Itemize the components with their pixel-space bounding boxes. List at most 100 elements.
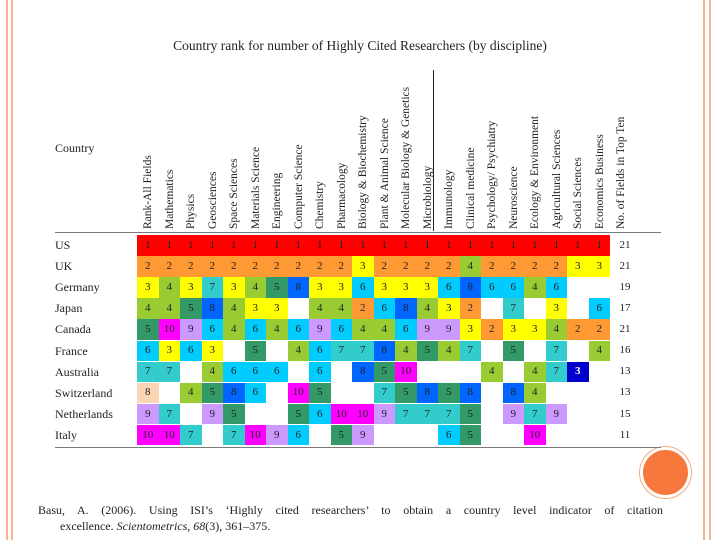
rank-cell: [481, 404, 503, 425]
rank-cell: 1: [502, 235, 524, 256]
rank-cell: 8: [395, 298, 417, 319]
rank-cell: [567, 341, 589, 362]
rank-cell: 3: [201, 340, 223, 362]
rank-cell: 9: [373, 403, 395, 425]
rank-cell: 5: [223, 403, 245, 425]
rank-cell: 3: [373, 277, 395, 298]
rank-cell: [589, 277, 611, 298]
rank-cell: 6: [266, 361, 288, 383]
rank-cell: 1: [524, 235, 546, 256]
rank-cell: 4: [395, 340, 417, 362]
rank-cell: 6: [481, 277, 503, 298]
rank-cell: 1: [137, 235, 159, 256]
rank-cell: 5: [395, 382, 417, 404]
rank-cell: [331, 362, 353, 383]
country-label: Switzerland: [55, 385, 113, 400]
rank-cell: 4: [287, 340, 309, 362]
right-border-stripe: [703, 0, 705, 540]
rank-cell: 2: [309, 256, 331, 277]
country-label: Australia: [55, 364, 99, 379]
rank-cell: 1: [180, 235, 202, 256]
citation-prefix: excellence.: [60, 519, 117, 533]
header-divider: [433, 70, 434, 231]
rank-cell: [288, 298, 310, 319]
rank-cell: 8: [373, 340, 395, 362]
rank-cell: 6: [309, 340, 331, 362]
rank-cell: 2: [201, 256, 223, 277]
rank-cell: [266, 341, 288, 362]
rank-cell: 3: [352, 256, 374, 277]
rank-cell: 2: [524, 256, 546, 277]
rank-cell: [180, 362, 202, 383]
rank-cell: 7: [158, 403, 180, 425]
field-count-cell: 16: [619, 344, 631, 357]
rank-cell: 7: [524, 403, 546, 425]
field-count-cell: 21: [619, 323, 631, 336]
field-count-cell: 13: [619, 365, 631, 378]
rank-cell: 3: [309, 277, 331, 298]
rank-cell: [245, 404, 267, 425]
rank-cell: 1: [201, 235, 223, 256]
rank-cell: 6: [502, 277, 524, 298]
rank-cell: 6: [287, 319, 309, 340]
rank-cell: 4: [330, 298, 352, 319]
rank-cell: 3: [502, 319, 524, 340]
country-label: France: [55, 343, 88, 358]
rank-cell: 4: [309, 298, 331, 319]
rank-cell: 3: [438, 298, 460, 319]
country-label: US: [55, 238, 71, 252]
rank-cell: [331, 383, 353, 404]
rank-cell: 9: [438, 319, 460, 340]
table-rule: [55, 232, 661, 233]
rank-cell: 7: [180, 424, 202, 446]
rank-cell: 9: [545, 403, 567, 425]
field-count-cell: 15: [619, 407, 631, 420]
rank-cell: 2: [502, 256, 524, 277]
field-count-cell: 21: [619, 259, 631, 272]
rank-cell: 4: [524, 277, 546, 298]
rank-cell: [567, 404, 589, 425]
rank-cell: 6: [438, 277, 460, 298]
rank-cell: 1: [588, 235, 610, 256]
rank-cell: 7: [545, 340, 567, 362]
rank-cell: 2: [395, 256, 417, 277]
rank-cell: 4: [201, 361, 223, 383]
rank-cell: [159, 383, 181, 404]
citation: Basu, A. (2006). Using ISI’s ‘Highly cit…: [38, 502, 663, 534]
rank-cell: 4: [373, 319, 395, 340]
rank-cell: [481, 341, 503, 362]
rank-cell: 7: [201, 277, 223, 298]
rank-cell: 2: [545, 256, 567, 277]
rank-cell: 1: [352, 235, 374, 256]
rank-cell: [374, 425, 396, 446]
rank-cell: 3: [137, 277, 159, 298]
rank-cell: 1: [373, 235, 395, 256]
rank-cell: 2: [330, 256, 352, 277]
rank-cell: 9: [266, 424, 288, 446]
rank-cell: 5: [459, 424, 481, 446]
rank-cell: 3: [459, 319, 481, 340]
rank-cell: 4: [137, 298, 159, 319]
rank-cell: [266, 383, 288, 404]
rank-cell: 1: [266, 235, 288, 256]
rank-cell: 6: [309, 403, 331, 425]
rank-cell: 5: [416, 340, 438, 362]
rank-cell: 6: [137, 340, 159, 362]
rank-cell: 4: [158, 298, 180, 319]
rank-cell: [503, 362, 525, 383]
rank-cell: [567, 277, 589, 298]
rank-cell: 6: [244, 361, 266, 383]
rank-cell: 7: [459, 340, 481, 362]
table-title: Country rank for number of Highly Cited …: [173, 38, 547, 53]
rank-cell: 4: [524, 382, 546, 404]
rank-cell: [524, 298, 546, 319]
rank-cell: 2: [244, 256, 266, 277]
rank-cell: 3: [180, 277, 202, 298]
rank-cell: 5: [309, 382, 331, 404]
rank-cell: 2: [287, 256, 309, 277]
rank-cell: 5: [266, 277, 288, 298]
rank-cell: 7: [502, 298, 524, 319]
rank-cell: 5: [287, 403, 309, 425]
rank-cell: 10: [244, 424, 266, 446]
rank-cell: 8: [459, 277, 481, 298]
